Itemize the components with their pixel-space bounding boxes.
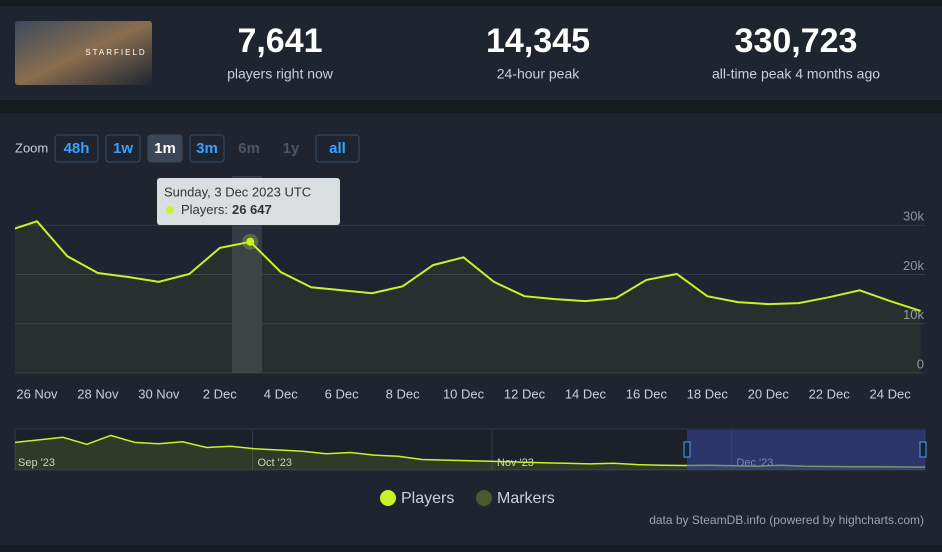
navigator-label: Nov '23: [497, 457, 534, 469]
hover-point: [246, 237, 255, 246]
x-tick-label: 6 Dec: [325, 386, 359, 401]
tooltip-date: Sunday, 3 Dec 2023 UTC: [164, 184, 311, 199]
x-tick-label: 14 Dec: [565, 386, 607, 401]
series-line: [15, 220, 921, 312]
zoom-label: Zoom: [15, 140, 48, 155]
zoom-button[interactable]: [189, 134, 225, 163]
stat-label: players right now: [227, 66, 334, 82]
x-tick-label: 26 Nov: [16, 386, 58, 401]
zoom-button-label[interactable]: all: [329, 140, 346, 157]
y-tick-label: 0: [917, 356, 924, 371]
series-area: [15, 221, 921, 373]
x-tick-label: 8 Dec: [386, 386, 420, 401]
stats-panel: [0, 6, 942, 100]
zoom-button[interactable]: [54, 134, 99, 163]
zoom-button[interactable]: [105, 134, 141, 163]
x-tick-label: 30 Nov: [138, 386, 180, 401]
tooltip-box: [157, 178, 340, 225]
navigator-label: Sep '23: [18, 457, 55, 469]
y-tick-label: 20k: [903, 258, 924, 273]
zoom-button-label[interactable]: 1m: [154, 140, 176, 157]
tooltip-value: 26 647: [232, 202, 272, 217]
stat-value: 330,723: [735, 22, 858, 60]
logo-text: STARFIELD: [85, 48, 146, 57]
zoom-button-label[interactable]: 3m: [196, 140, 218, 157]
zoom-button[interactable]: [147, 134, 183, 163]
x-tick-label: 12 Dec: [504, 386, 546, 401]
x-tick-label: 28 Nov: [77, 386, 119, 401]
tooltip-swatch: [166, 206, 174, 214]
zoom-button-label[interactable]: 1w: [113, 140, 133, 157]
stat-label: all-time peak 4 months ago: [712, 66, 880, 82]
stat-label: 24-hour peak: [497, 66, 581, 82]
legend-swatch[interactable]: [380, 490, 396, 506]
navigator-label: Oct '23: [257, 457, 292, 469]
x-tick-label: 2 Dec: [203, 386, 237, 401]
x-tick-label: 4 Dec: [264, 386, 298, 401]
credit: data by SteamDB.info (powered by highcha…: [649, 513, 924, 527]
x-tick-label: 24 Dec: [870, 386, 912, 401]
x-tick-label: 10 Dec: [443, 386, 485, 401]
stat-value: 14,345: [486, 22, 590, 60]
navigator-handle[interactable]: [919, 441, 927, 458]
legend-swatch[interactable]: [476, 490, 492, 506]
tooltip-label: Players: 26 647: [181, 202, 272, 217]
stat-value: 7,641: [237, 22, 322, 60]
navigator-selection[interactable]: [687, 430, 925, 470]
x-tick-label: 20 Dec: [748, 386, 790, 401]
zoom-button[interactable]: [315, 134, 360, 163]
y-tick-label: 30k: [903, 209, 924, 224]
legend-label[interactable]: Markers: [497, 490, 555, 507]
zoom-button-label: 1y: [283, 140, 300, 157]
x-tick-label: 22 Dec: [809, 386, 851, 401]
zoom-button-label[interactable]: 48h: [64, 140, 90, 157]
navigator-handle[interactable]: [683, 441, 691, 458]
game-logo: [15, 21, 152, 85]
x-tick-label: 18 Dec: [687, 386, 729, 401]
tooltip-series: Players:: [181, 202, 228, 217]
x-tick-label: 16 Dec: [626, 386, 668, 401]
legend-label[interactable]: Players: [401, 490, 454, 507]
zoom-button-label: 6m: [238, 140, 260, 157]
navigator-area: [15, 435, 925, 470]
